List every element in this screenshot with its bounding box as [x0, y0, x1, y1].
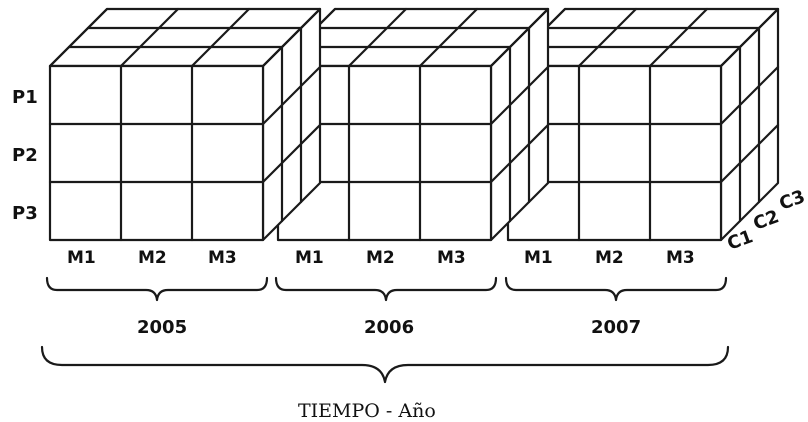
- month-label: M2: [595, 248, 624, 268]
- month-labels: M1 M2 M3 M1 M2 M3 M1 M2 M3: [67, 248, 695, 268]
- cube-blocks: [48, 7, 780, 242]
- row-label-p2: P2: [12, 145, 38, 166]
- grid-line: [48, 7, 109, 68]
- grid-line: [347, 7, 408, 68]
- grid-line: [261, 123, 322, 184]
- month-label: M3: [666, 248, 695, 268]
- grid-line: [577, 7, 638, 68]
- month-label: M1: [67, 248, 96, 268]
- brace-2007: [504, 276, 728, 302]
- grid-line: [418, 7, 479, 68]
- year-label-2006: 2006: [364, 317, 414, 338]
- grid-line: [119, 7, 180, 68]
- month-label: M3: [437, 248, 466, 268]
- grid-line: [489, 123, 550, 184]
- grid-line: [719, 123, 780, 184]
- grid-line: [190, 7, 251, 68]
- row-label-p1: P1: [12, 87, 38, 108]
- month-label: M2: [138, 248, 167, 268]
- brace-2006: [274, 276, 498, 302]
- year-label-2005: 2005: [137, 317, 187, 338]
- grid-line: [719, 7, 780, 68]
- grid-line: [261, 7, 322, 68]
- cube-front-face: [48, 64, 265, 242]
- grid-line: [261, 65, 322, 126]
- brace-time-axis: [40, 345, 730, 384]
- grid-line: [719, 65, 780, 126]
- month-label: M1: [295, 248, 324, 268]
- month-label: M3: [208, 248, 237, 268]
- time-axis-label: TIEMPO - Año: [298, 400, 436, 422]
- row-label-p3: P3: [12, 203, 38, 224]
- grid-line: [489, 65, 550, 126]
- depth-label-c3: C3: [777, 186, 808, 215]
- depth-label-c2: C2: [751, 206, 782, 235]
- month-label: M1: [524, 248, 553, 268]
- month-label: M2: [366, 248, 395, 268]
- year-label-2007: 2007: [591, 317, 641, 338]
- brace-2005: [45, 276, 269, 302]
- grid-line: [489, 7, 550, 68]
- grid-line: [648, 7, 709, 68]
